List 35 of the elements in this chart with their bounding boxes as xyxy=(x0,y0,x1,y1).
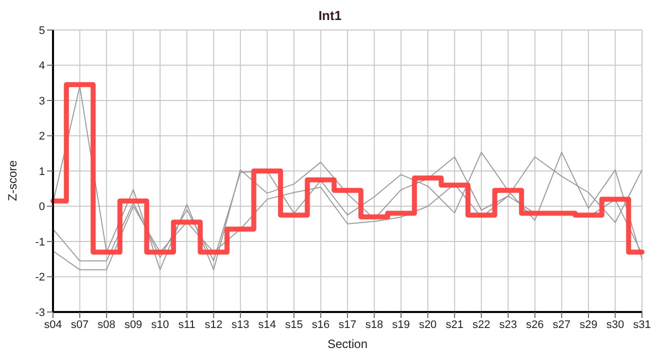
x-tick-label: s15 xyxy=(285,318,303,331)
x-tick-label: s22 xyxy=(472,318,490,331)
x-tick-label: s18 xyxy=(365,318,384,331)
y-tick-label: -1 xyxy=(35,236,45,248)
x-tick-label: s30 xyxy=(606,318,624,331)
x-tick-label: s29 xyxy=(580,318,598,331)
y-tick-label: 4 xyxy=(38,60,45,72)
x-tick-label: s08 xyxy=(98,318,116,331)
y-tick-label: -3 xyxy=(35,306,45,319)
x-tick-label: s21 xyxy=(446,318,464,331)
y-tick-label: 5 xyxy=(38,24,45,37)
chart-title: Int1 xyxy=(317,8,343,25)
x-tick-label: s13 xyxy=(232,318,250,331)
y-tick-label: 2 xyxy=(38,130,45,143)
x-tick-label: s04 xyxy=(44,318,62,331)
x-tick-label: s07 xyxy=(70,318,89,331)
y-tick-label: 3 xyxy=(38,95,45,108)
x-tick-label: s09 xyxy=(124,318,142,331)
x-tick-label: s23 xyxy=(499,318,518,331)
x-tick-label: s14 xyxy=(258,318,276,331)
x-axis-title: Section xyxy=(327,337,368,351)
x-tick-label: s31 xyxy=(633,318,651,331)
x-tick-label: s11 xyxy=(178,318,196,331)
x-tick-label: s12 xyxy=(204,318,223,331)
x-tick-label: s19 xyxy=(392,318,410,331)
x-tick-label: s17 xyxy=(338,318,356,331)
y-axis-title: Z-score xyxy=(5,160,20,201)
x-tick-label: s20 xyxy=(418,318,437,331)
y-tick-label: -2 xyxy=(35,272,45,284)
y-tick-label: 1 xyxy=(38,166,45,178)
x-tick-label: s27 xyxy=(552,318,571,331)
x-tick-label: s16 xyxy=(312,318,330,331)
x-tick-label: s10 xyxy=(151,318,169,331)
y-tick-label: 0 xyxy=(38,201,45,214)
x-tick-label: s26 xyxy=(526,318,544,331)
